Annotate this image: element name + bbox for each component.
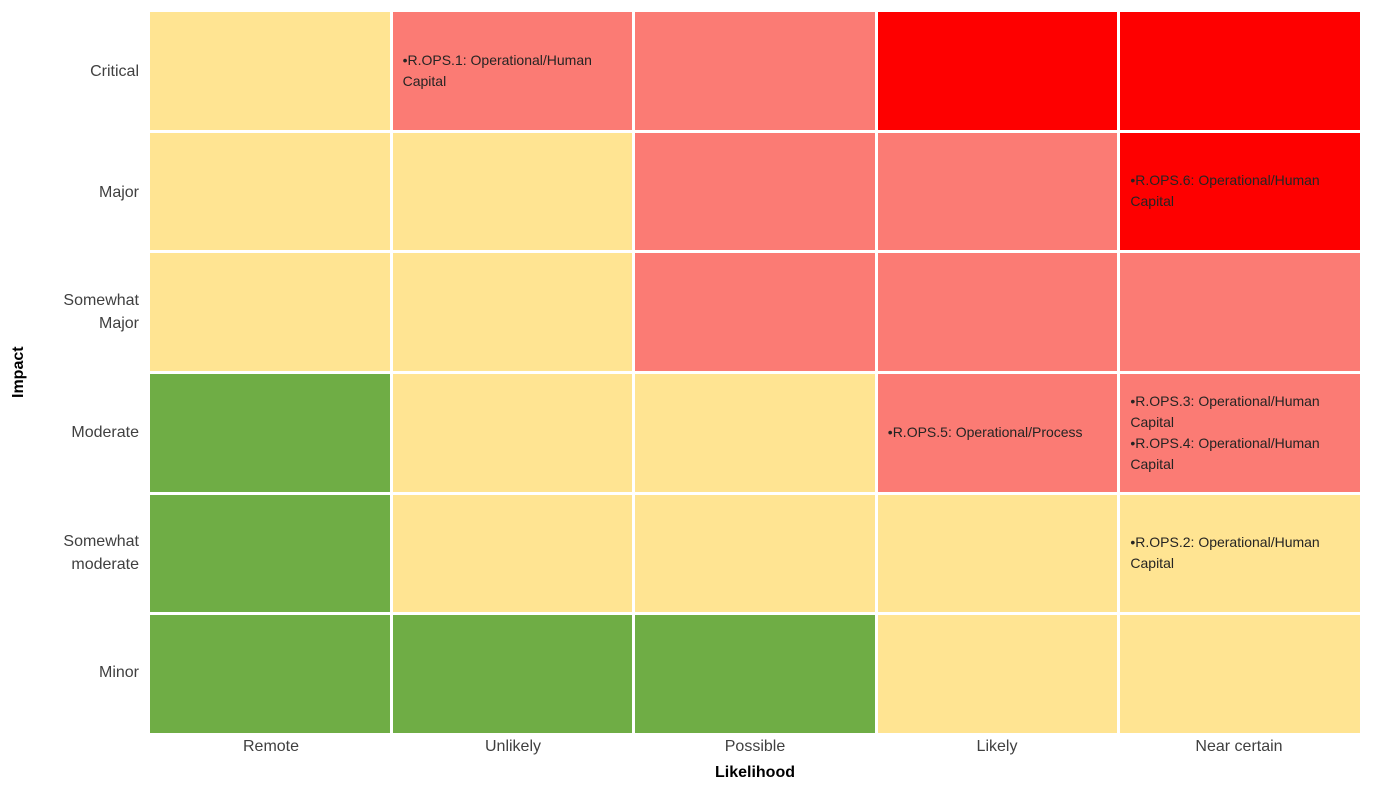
risk-cell-minor-unlikely[interactable]	[392, 615, 633, 733]
impact-label-somewhat-moderate: Somewhat moderate	[63, 532, 139, 573]
risk-cell-major-remote[interactable]	[150, 132, 390, 251]
risk-cell-somewhat-major-near-certain[interactable]	[1120, 253, 1360, 371]
risk-cell-somewhat-moderate-possible[interactable]	[635, 494, 875, 613]
risk-cell-major-possible[interactable]	[635, 132, 875, 251]
risk-cell-minor-possible[interactable]	[635, 615, 875, 733]
risk-cell-moderate-near-certain[interactable]: •R.OPS.3: Operational/Human Capital •R.OP…	[1120, 373, 1360, 492]
impact-label-moderate: Moderate	[71, 423, 139, 441]
risk-cell-critical-likely[interactable]	[877, 12, 1118, 130]
heatmap-grid: •R.OPS.1: Operational/Human Capital •R.OP…	[150, 12, 1360, 733]
likelihood-label-likely: Likely	[976, 738, 1018, 755]
risk-cell-minor-likely[interactable]	[877, 615, 1118, 733]
impact-label-major: Major	[98, 183, 139, 201]
risk-cell-minor-near-certain[interactable]	[1120, 615, 1360, 733]
x-axis-title: Likelihood	[715, 764, 795, 781]
impact-label-somewhat-major: Somewhat Major	[63, 292, 139, 333]
likelihood-label-unlikely: Unlikely	[484, 738, 541, 755]
risk-cell-moderate-possible[interactable]	[635, 373, 875, 492]
likelihood-label-near-certain: Near certain	[1195, 738, 1283, 755]
risk-item-label: •R.OPS.2: Operational/Human Capital	[1130, 534, 1320, 572]
risk-item-label: •R.OPS.5: Operational/Process	[887, 424, 1083, 441]
likelihood-label-possible: Possible	[724, 738, 786, 755]
risk-cell-critical-possible[interactable]	[635, 12, 875, 130]
y-axis-labels: Critical Major Somewhat Major Moderate Somew…	[0, 12, 141, 733]
risk-cell-major-near-certain[interactable]: •R.OPS.6: Operational/Human Capital	[1120, 132, 1360, 251]
impact-label-critical: Critical	[90, 63, 139, 81]
risk-item-label: •R.OPS.1: Operational/Human Capital	[402, 51, 592, 89]
risk-item-label: •R.OPS.3: Operational/Human Capital	[1130, 392, 1320, 430]
risk-cell-moderate-likely[interactable]: •R.OPS.5: Operational/Process	[877, 373, 1118, 492]
risk-cell-major-unlikely[interactable]	[392, 132, 633, 251]
risk-cell-critical-unlikely[interactable]: •R.OPS.1: Operational/Human Capital	[392, 12, 633, 130]
risk-item-label: •R.OPS.6: Operational/Human Capital	[1130, 172, 1320, 210]
risk-cell-moderate-unlikely[interactable]	[392, 373, 633, 492]
risk-cell-somewhat-major-remote[interactable]	[150, 253, 390, 371]
impact-label-minor: Minor	[98, 664, 139, 682]
risk-cell-moderate-remote[interactable]	[150, 373, 390, 492]
risk-cell-somewhat-moderate-likely[interactable]	[877, 494, 1118, 613]
risk-cell-critical-remote[interactable]	[150, 12, 390, 130]
risk-cell-critical-near-certain[interactable]	[1120, 12, 1360, 130]
risk-cell-somewhat-moderate-unlikely[interactable]	[392, 494, 633, 613]
x-axis-labels: Remote Unlikely Possible Likely Near certain	[150, 738, 1360, 756]
risk-cell-somewhat-moderate-remote[interactable]	[150, 494, 390, 613]
likelihood-label-remote: Remote	[242, 738, 300, 755]
risk-cell-somewhat-major-unlikely[interactable]	[392, 253, 633, 371]
risk-cell-somewhat-moderate-near-certain[interactable]: •R.OPS.2: Operational/Human Capital	[1120, 494, 1360, 613]
risk-cell-somewhat-major-possible[interactable]	[635, 253, 875, 371]
risk-cell-major-likely[interactable]	[877, 132, 1118, 251]
risk-item-label: •R.OPS.4: Operational/Human Capital	[1130, 434, 1320, 472]
risk-cell-minor-remote[interactable]	[150, 615, 390, 733]
risk-cell-somewhat-major-likely[interactable]	[877, 253, 1118, 371]
